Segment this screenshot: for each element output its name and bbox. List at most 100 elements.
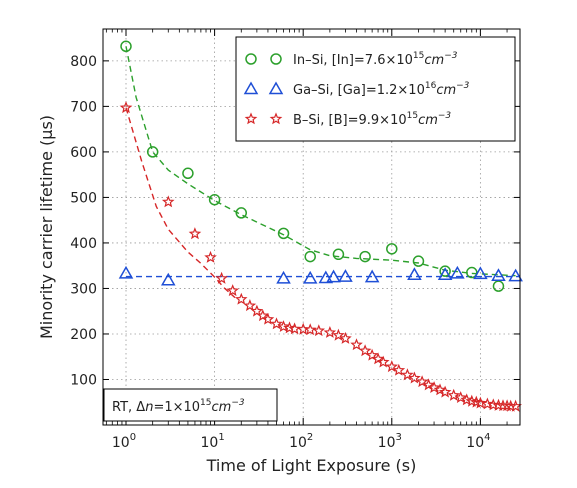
in-si-point <box>359 250 371 263</box>
b-si-point <box>447 388 461 401</box>
x-tick-label: 103 <box>378 432 402 451</box>
b-si-point <box>243 299 257 312</box>
b-si-legend-marker <box>244 112 258 125</box>
b-si-point <box>215 271 228 284</box>
legend-box <box>235 36 516 142</box>
b-si-point <box>204 250 217 263</box>
b-si-legend-label: B–Si, [B]=9.9×1015cm−3 <box>293 111 451 128</box>
axis-ticks: 100 200 300 400 500 600 700 800 100 101 102 103 104 <box>70 29 520 451</box>
y-tick-label: 600 <box>70 145 97 161</box>
in-si-point <box>182 167 194 180</box>
b-si-point <box>438 385 452 398</box>
annotation-text: RT, Δn=1×1015cm−3 <box>112 398 245 415</box>
y-tick-label: 700 <box>70 99 97 115</box>
in-si-point <box>235 207 248 219</box>
ga-si-point <box>437 267 453 281</box>
b-si-point <box>474 396 487 409</box>
ga-si-legend-label: Ga–Si, [Ga]=1.2×1016cm−3 <box>293 81 470 98</box>
b-si-point <box>303 323 317 336</box>
y-tick-label: 300 <box>70 281 97 297</box>
annotation-value: =1×10 <box>153 400 200 415</box>
in-si-point <box>466 266 478 279</box>
data-markers <box>118 40 523 412</box>
b-si-point <box>460 393 473 406</box>
annotation-unit: cm <box>212 400 232 415</box>
annotation-exponent: 15 <box>200 398 211 408</box>
x-tick-label: 101 <box>200 432 224 451</box>
in-si-point <box>120 40 132 53</box>
in-si-fit-line <box>125 46 516 277</box>
y-tick-label: 400 <box>70 236 97 252</box>
b-si-point <box>385 360 399 373</box>
b-si-point <box>226 284 239 297</box>
ga-si-point <box>118 265 134 279</box>
x-tick-label: 100 <box>112 432 136 451</box>
in-si-legend-marker <box>270 53 282 65</box>
b-si-point <box>415 375 429 388</box>
x-axis-label: Time of Light Exposure (s) <box>206 456 417 475</box>
b-si-point <box>312 324 325 337</box>
b-si-point <box>365 348 379 361</box>
b-si-point <box>371 352 385 365</box>
b-si-point <box>270 317 283 330</box>
ga-si-point <box>160 272 176 286</box>
in-si-point <box>277 227 290 240</box>
annotation-variable: n <box>145 400 153 415</box>
b-si-point <box>376 355 390 368</box>
x-tick-label: 104 <box>466 432 490 451</box>
in-si-point <box>146 146 159 158</box>
b-si-point <box>234 292 248 305</box>
b-si-point <box>350 338 363 351</box>
in-si-point <box>439 265 451 277</box>
in-si-point <box>208 193 221 206</box>
fit-lines <box>125 46 520 299</box>
b-si-point <box>422 378 435 391</box>
y-axis-label: Minority carrier lifetime (μs) <box>37 115 56 339</box>
b-si-point <box>454 391 468 403</box>
x-tick-label: 102 <box>289 432 313 451</box>
b-si-point <box>433 383 447 396</box>
in-si-point <box>492 280 505 292</box>
b-si-legend-marker <box>269 112 283 125</box>
ga-si-point <box>326 269 341 283</box>
ga-si-point <box>450 265 465 279</box>
annotation-unit-exponent: −3 <box>231 398 245 408</box>
y-tick-label: 500 <box>70 190 97 206</box>
b-si-point <box>358 344 372 357</box>
b-si-point <box>277 320 290 332</box>
b-si-point <box>261 312 275 325</box>
y-tick-label: 200 <box>70 327 97 343</box>
b-si-point <box>408 371 421 384</box>
ga-si-point <box>338 269 353 282</box>
annotation-box <box>103 388 278 422</box>
y-tick-label: 100 <box>70 372 97 388</box>
ga-si-point <box>473 266 488 280</box>
ga-si-point <box>302 270 318 284</box>
b-si-point <box>119 101 133 114</box>
ga-si-point <box>407 267 422 281</box>
b-si-point <box>250 304 264 317</box>
b-si-point <box>323 326 337 338</box>
b-si-point <box>332 328 345 341</box>
b-si-fit-line <box>125 107 236 299</box>
b-si-point <box>481 397 494 410</box>
plot-frame <box>102 28 521 426</box>
in-si-point <box>332 248 345 261</box>
ga-si-point <box>491 268 506 281</box>
ga-si-point <box>276 270 291 284</box>
legend: In–Si, [In]=7.6×1015cm−3 Ga–Si, [Ga]=1.2×… <box>235 36 516 142</box>
in-si-point <box>412 255 425 267</box>
in-si-legend-label: In–Si, [In]=7.6×1015cm−3 <box>293 51 458 68</box>
y-tick-label: 800 <box>70 54 97 70</box>
b-si-point <box>427 381 441 393</box>
b-si-point <box>339 331 352 344</box>
ga-si-point <box>508 268 523 282</box>
ga-si-legend-marker <box>243 81 259 95</box>
annotation-label: RT, Δ <box>112 400 145 415</box>
b-si-point <box>509 399 522 412</box>
in-si-legend-marker <box>245 53 257 65</box>
annotation: RT, Δn=1×1015cm−3 <box>103 388 278 422</box>
ga-si-legend-marker <box>268 81 284 95</box>
b-si-point <box>392 363 406 376</box>
in-si-point <box>386 243 398 255</box>
